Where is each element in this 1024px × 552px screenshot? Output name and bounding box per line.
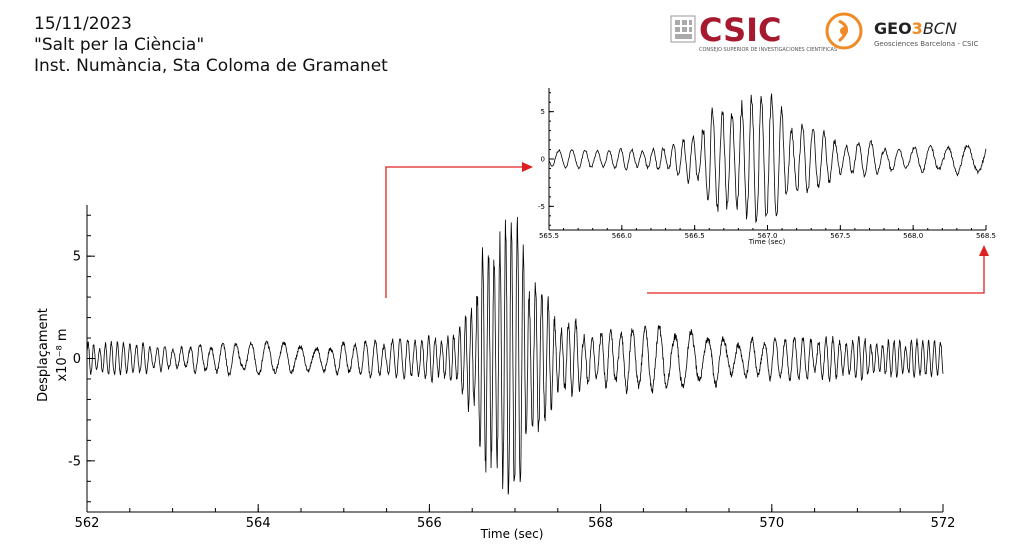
- x-tick-label: 568.5: [976, 232, 996, 240]
- csic-logo-subtitle: CONSEJO SUPERIOR DE INVESTIGACIONES CIEN…: [699, 46, 837, 53]
- y-tick-label: 5: [73, 250, 81, 265]
- x-tick-label: 564: [246, 516, 271, 531]
- x-tick-label: 566.0: [612, 232, 632, 240]
- main-ticks: 562 564 566 568 570 572 -5 0 5: [68, 214, 956, 531]
- x-tick-label: 568: [588, 516, 613, 531]
- inset-series-line: [548, 93, 987, 224]
- x-tick-label: 567.0: [757, 232, 777, 240]
- x-tick-label: 567.5: [830, 232, 850, 240]
- geo-logo-subtitle: Geosciences Barcelona - CSIC: [874, 40, 979, 48]
- arrowhead-right-icon: [522, 162, 533, 172]
- main-y-axis-label: Desplaçament: [36, 308, 51, 402]
- main-x-axis-label: Time (sec): [480, 527, 544, 541]
- logo-strip: CSIC CONSEJO SUPERIOR DE INVESTIGACIONES…: [670, 11, 979, 53]
- zoom-end-arrow: [647, 245, 989, 294]
- y-tick-label: -5: [538, 203, 545, 211]
- inset-x-axis-label: Time (sec): [748, 238, 786, 246]
- csic-emblem-icon: [670, 15, 696, 43]
- x-tick-label: 562: [75, 516, 100, 531]
- main-chart: 562 564 566 568 570 572 -5 0 5 Time (sec) Despla…: [36, 205, 955, 541]
- date-label: 15/11/2023: [34, 14, 132, 34]
- x-tick-label: 565.5: [539, 232, 559, 240]
- y-tick-label: -5: [68, 454, 81, 469]
- event-label: "Salt per la Ciència": [34, 35, 205, 55]
- inset-ticks: 565.5 566.0 566.5 567.0 567.5 568.0 568.5 -5 0 5: [538, 92, 996, 240]
- inset-chart: 565.5 566.0 566.5 567.0 567.5 568.0 568.5-505 …: [538, 88, 996, 246]
- geo3bcn-emblem-icon: [825, 12, 863, 50]
- x-tick-label: 570: [759, 516, 784, 531]
- x-tick-label: 572: [931, 516, 956, 531]
- x-tick-label: 568.0: [903, 232, 923, 240]
- main-y-axis-unit: x10⁻⁸ m: [55, 328, 70, 381]
- arrowhead-up-icon: [979, 245, 989, 256]
- zoom-start-arrow: [385, 162, 533, 298]
- geo-logo-text: GEO3BCN: [874, 19, 957, 38]
- y-tick-label: 5: [541, 108, 545, 116]
- csic-logo-text: CSIC: [699, 11, 782, 49]
- y-tick-label: 0: [541, 155, 545, 163]
- main-series-line: [86, 216, 944, 495]
- x-tick-label: 566: [417, 516, 442, 531]
- place-label: Inst. Numància, Sta Coloma de Gramanet: [34, 56, 388, 76]
- x-tick-label: 566.5: [685, 232, 705, 240]
- header: 15/11/2023 "Salt per la Ciència" Inst. N…: [34, 14, 388, 77]
- y-tick-label: 0: [73, 352, 81, 367]
